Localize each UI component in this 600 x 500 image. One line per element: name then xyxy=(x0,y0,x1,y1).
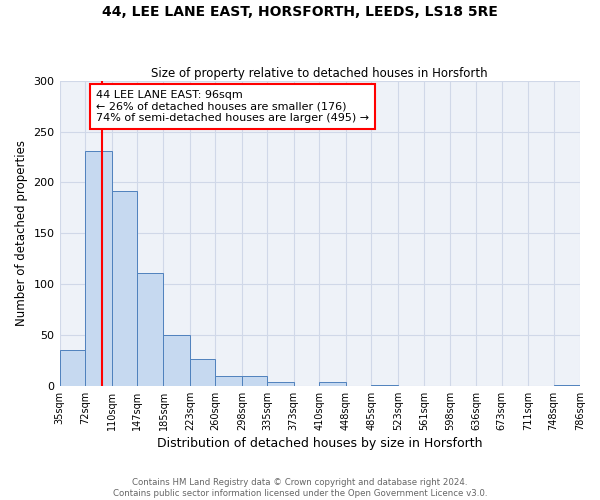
Text: 44, LEE LANE EAST, HORSFORTH, LEEDS, LS18 5RE: 44, LEE LANE EAST, HORSFORTH, LEEDS, LS1… xyxy=(102,5,498,19)
Bar xyxy=(59,350,85,386)
Bar xyxy=(163,335,190,386)
X-axis label: Distribution of detached houses by size in Horsforth: Distribution of detached houses by size … xyxy=(157,437,482,450)
Y-axis label: Number of detached properties: Number of detached properties xyxy=(15,140,28,326)
Bar xyxy=(85,151,112,386)
Bar xyxy=(215,376,242,386)
Text: 44 LEE LANE EAST: 96sqm
← 26% of detached houses are smaller (176)
74% of semi-d: 44 LEE LANE EAST: 96sqm ← 26% of detache… xyxy=(96,90,369,123)
Bar xyxy=(112,190,137,386)
Title: Size of property relative to detached houses in Horsforth: Size of property relative to detached ho… xyxy=(151,66,488,80)
Text: Contains HM Land Registry data © Crown copyright and database right 2024.
Contai: Contains HM Land Registry data © Crown c… xyxy=(113,478,487,498)
Bar xyxy=(190,360,215,386)
Bar xyxy=(242,376,268,386)
Bar xyxy=(554,385,580,386)
Bar xyxy=(319,382,346,386)
Bar xyxy=(371,385,398,386)
Bar xyxy=(137,273,163,386)
Bar xyxy=(268,382,294,386)
